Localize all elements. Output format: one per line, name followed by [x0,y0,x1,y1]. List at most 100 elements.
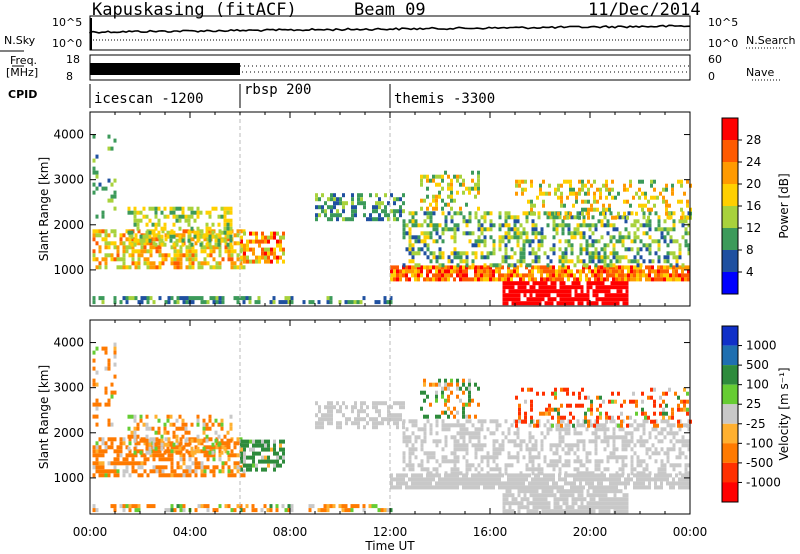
range-gate-cell [221,215,224,219]
range-gate-cell [403,455,406,459]
range-gate-cell [604,223,607,227]
range-gate-cell [429,477,432,481]
range-gate-cell [647,396,650,400]
range-gate-cell [562,227,565,231]
range-gate-cell [621,481,624,485]
range-gate-cell [463,443,466,447]
range-gate-cell [261,456,264,460]
range-gate-cell [572,297,575,301]
range-gate-cell [354,405,357,409]
range-gate-cell [273,296,276,300]
range-gate-cell [556,459,559,463]
range-gate-cell [528,485,531,489]
range-gate-cell [662,196,665,200]
range-gate-cell [171,453,174,457]
range-gate-cell [427,215,430,219]
range-gate-cell [96,257,99,261]
range-gate-cell [511,439,514,443]
range-gate-cell [574,215,577,219]
range-gate-cell [587,180,590,184]
range-gate-cell [454,435,457,439]
range-gate-cell [454,251,457,255]
range-gate-cell [471,481,474,485]
range-gate-cell [505,435,508,439]
range-gate-cell [471,277,474,281]
range-gate-cell [471,485,474,489]
range-gate-cell [619,235,622,239]
range-gate-cell [602,509,605,513]
range-gate-cell [499,467,502,471]
range-gate-cell [351,209,354,213]
range-gate-cell [632,400,635,404]
range-gate-cell [114,139,117,143]
range-gate-cell [490,211,493,215]
range-gate-cell [633,273,636,277]
range-gate-cell [580,463,583,467]
range-gate-cell [517,243,520,247]
range-gate-cell [630,477,633,481]
range-gate-cell [198,461,201,465]
range-gate-cell [517,455,520,459]
range-gate-cell [607,443,610,447]
range-gate-cell [415,235,418,239]
range-gate-cell [219,296,222,300]
range-gate-cell [569,289,572,293]
range-gate-cell [646,223,649,227]
range-gate-cell [537,481,540,485]
range-gate-cell [682,263,685,267]
range-gate-cell [597,473,600,477]
range-gate-cell [246,240,249,244]
range-gate-cell [617,509,620,513]
range-gate-cell [170,231,173,235]
range-gate-cell [518,404,521,408]
range-gate-cell [625,439,628,443]
range-gate-cell [426,207,429,211]
range-gate-cell [170,235,173,239]
range-gate-cell [270,252,273,256]
range-gate-cell [149,219,152,223]
range-gate-cell [427,255,430,259]
range-gate-cell [427,211,430,215]
range-gate-cell [444,383,447,387]
range-gate-cell [336,217,339,221]
colorbar-label: Velocity [m s⁻¹] [777,367,791,460]
range-gate-cell [587,216,590,220]
range-gate-cell [475,447,478,451]
range-gate-cell [648,273,651,277]
range-gate-cell [610,419,613,423]
range-gate-cell [454,447,457,451]
range-gate-cell [533,289,536,293]
range-gate-cell [176,451,179,455]
range-gate-cell [685,467,688,471]
range-gate-cell [466,459,469,463]
range-gate-cell [457,439,460,443]
range-gate-cell [345,508,348,512]
range-gate-cell [557,184,560,188]
range-gate-cell [481,423,484,427]
range-gate-cell [445,223,448,227]
range-gate-cell [625,431,628,435]
range-gate-cell [129,504,132,508]
range-gate-cell [468,187,471,191]
range-gate-cell [447,273,450,277]
range-gate-cell [336,201,339,205]
range-gate-cell [99,465,102,469]
range-gate-cell [553,459,556,463]
range-gate-cell [546,269,549,273]
range-gate-cell [273,300,276,304]
range-gate-cell [427,223,430,227]
range-gate-cell [436,467,439,471]
range-gate-cell [96,187,99,191]
range-gate-cell [93,191,96,195]
range-gate-cell [430,215,433,219]
range-gate-cell [375,209,378,213]
range-gate-cell [527,301,530,305]
range-gate-cell [554,188,557,192]
range-gate-cell [141,249,144,253]
range-gate-cell [436,231,439,235]
range-gate-cell [540,485,543,489]
range-gate-cell [650,180,653,184]
range-gate-cell [424,211,427,215]
range-gate-cell [545,408,548,412]
range-gate-cell [486,485,489,489]
